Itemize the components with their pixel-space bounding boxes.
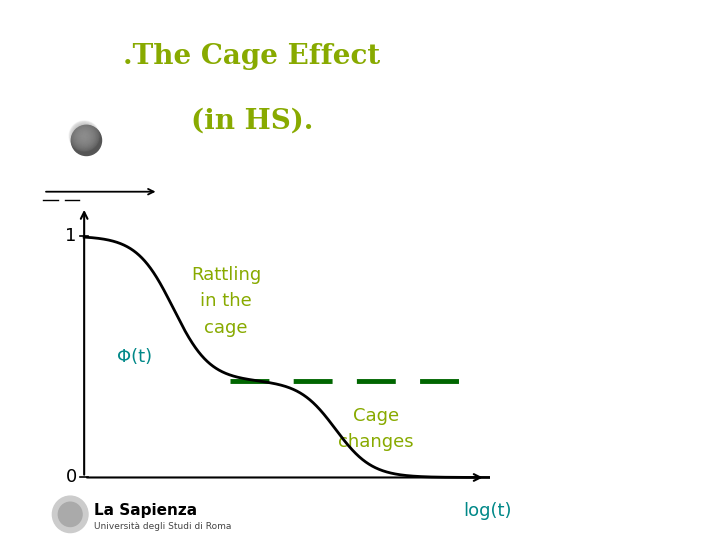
Text: .The Cage Effect: .The Cage Effect: [123, 43, 381, 70]
Circle shape: [84, 136, 85, 137]
Circle shape: [77, 129, 91, 143]
Circle shape: [83, 134, 86, 138]
Circle shape: [74, 126, 94, 146]
Text: Cage
changes: Cage changes: [338, 407, 414, 451]
Circle shape: [76, 128, 92, 144]
Circle shape: [81, 133, 87, 139]
Circle shape: [58, 502, 82, 526]
Circle shape: [78, 130, 91, 143]
Text: (in HS).: (in HS).: [191, 108, 313, 135]
Circle shape: [80, 132, 89, 140]
Text: Rattling
in the
cage: Rattling in the cage: [191, 266, 261, 336]
Circle shape: [78, 131, 90, 141]
Text: Università degli Studi di Roma: Università degli Studi di Roma: [94, 522, 231, 531]
Text: 1: 1: [66, 227, 77, 245]
Text: 0: 0: [66, 469, 77, 487]
Circle shape: [71, 123, 97, 149]
Circle shape: [69, 121, 99, 151]
Text: log(t): log(t): [464, 502, 512, 519]
Circle shape: [73, 125, 95, 147]
Circle shape: [79, 131, 89, 141]
Circle shape: [71, 125, 102, 156]
Circle shape: [70, 122, 99, 151]
Circle shape: [71, 123, 98, 150]
Circle shape: [76, 127, 93, 145]
Circle shape: [82, 134, 86, 138]
Circle shape: [72, 124, 96, 148]
Circle shape: [75, 126, 94, 146]
Circle shape: [53, 496, 88, 532]
Text: Φ(t): Φ(t): [117, 348, 152, 366]
Text: La Sapienza: La Sapienza: [94, 503, 197, 518]
